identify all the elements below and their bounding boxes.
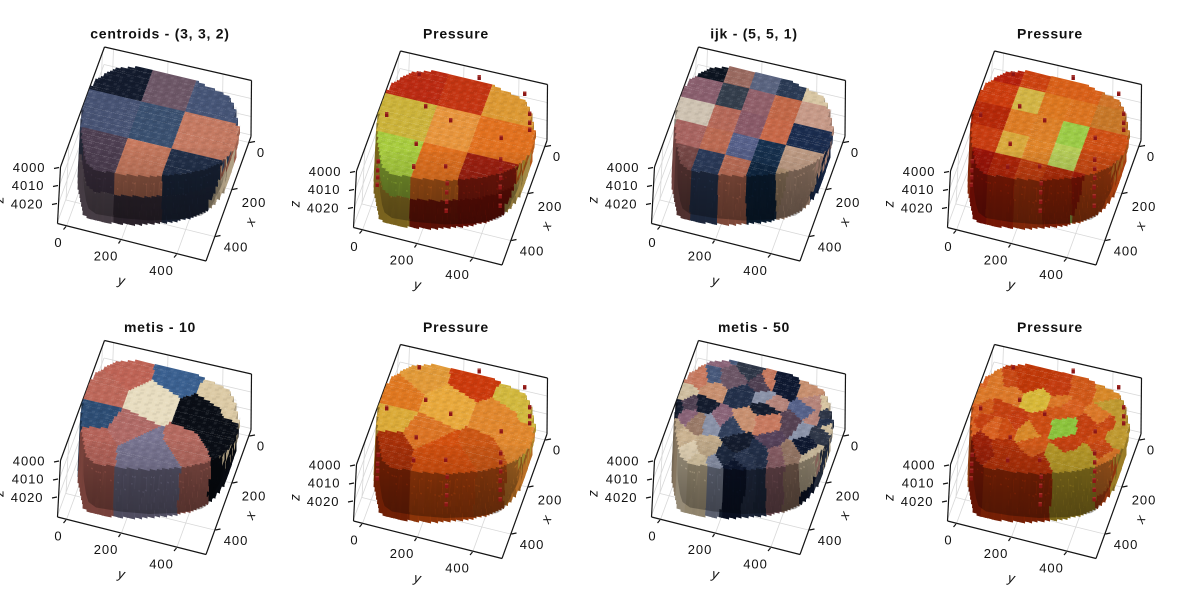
svg-text:0: 0 bbox=[54, 235, 62, 250]
svg-text:0: 0 bbox=[1147, 443, 1155, 458]
svg-text:4010: 4010 bbox=[606, 472, 639, 487]
svg-text:400: 400 bbox=[224, 533, 249, 548]
svg-text:4010: 4010 bbox=[12, 178, 45, 193]
svg-text:200: 200 bbox=[94, 249, 119, 264]
svg-text:400: 400 bbox=[149, 263, 174, 278]
svg-text:400: 400 bbox=[224, 240, 249, 255]
svg-text:400: 400 bbox=[445, 267, 470, 282]
svg-text:200: 200 bbox=[94, 542, 119, 557]
svg-text:y: y bbox=[710, 566, 721, 582]
svg-text:centroids - (3, 3, 2): centroids - (3, 3, 2) bbox=[90, 26, 229, 42]
svg-text:200: 200 bbox=[390, 253, 415, 268]
svg-text:0: 0 bbox=[944, 533, 952, 548]
svg-text:400: 400 bbox=[445, 561, 470, 576]
svg-text:Pressure: Pressure bbox=[423, 319, 489, 335]
svg-text:400: 400 bbox=[743, 557, 768, 572]
svg-text:4020: 4020 bbox=[307, 201, 340, 216]
svg-text:Pressure: Pressure bbox=[1017, 26, 1083, 42]
svg-text:400: 400 bbox=[743, 263, 768, 278]
svg-text:0: 0 bbox=[851, 145, 859, 160]
svg-text:400: 400 bbox=[1039, 267, 1064, 282]
svg-text:z: z bbox=[288, 493, 303, 502]
svg-text:4000: 4000 bbox=[903, 458, 936, 473]
svg-text:400: 400 bbox=[149, 557, 174, 572]
svg-text:400: 400 bbox=[818, 240, 843, 255]
svg-text:200: 200 bbox=[242, 489, 267, 504]
svg-text:4020: 4020 bbox=[307, 494, 340, 509]
svg-text:z: z bbox=[586, 196, 601, 205]
svg-text:y: y bbox=[1006, 276, 1017, 292]
svg-text:4000: 4000 bbox=[903, 164, 936, 179]
svg-text:4010: 4010 bbox=[308, 182, 341, 197]
svg-text:200: 200 bbox=[1132, 493, 1157, 508]
svg-text:ijk - (5, 5, 1): ijk - (5, 5, 1) bbox=[710, 26, 798, 42]
svg-text:4000: 4000 bbox=[607, 160, 640, 175]
svg-text:200: 200 bbox=[538, 493, 563, 508]
svg-text:z: z bbox=[882, 200, 897, 209]
svg-text:4020: 4020 bbox=[605, 197, 638, 212]
svg-text:4010: 4010 bbox=[902, 476, 935, 491]
svg-text:4020: 4020 bbox=[901, 201, 934, 216]
svg-text:0: 0 bbox=[257, 439, 265, 454]
svg-text:z: z bbox=[586, 489, 601, 498]
svg-text:4020: 4020 bbox=[11, 490, 44, 505]
svg-text:400: 400 bbox=[1114, 537, 1139, 552]
svg-text:z: z bbox=[288, 200, 303, 209]
svg-text:0: 0 bbox=[553, 443, 561, 458]
svg-text:4020: 4020 bbox=[605, 490, 638, 505]
svg-text:200: 200 bbox=[984, 546, 1009, 561]
svg-text:0: 0 bbox=[54, 529, 62, 544]
svg-text:200: 200 bbox=[984, 253, 1009, 268]
svg-text:y: y bbox=[116, 272, 127, 288]
svg-text:200: 200 bbox=[688, 249, 713, 264]
svg-text:Pressure: Pressure bbox=[1017, 319, 1083, 335]
svg-text:4000: 4000 bbox=[309, 164, 342, 179]
svg-text:0: 0 bbox=[553, 149, 561, 164]
svg-text:0: 0 bbox=[944, 239, 952, 254]
svg-text:4010: 4010 bbox=[902, 182, 935, 197]
svg-text:4000: 4000 bbox=[607, 454, 640, 469]
svg-text:0: 0 bbox=[648, 235, 656, 250]
svg-text:4010: 4010 bbox=[308, 476, 341, 491]
svg-text:0: 0 bbox=[257, 145, 265, 160]
svg-text:4000: 4000 bbox=[13, 454, 46, 469]
svg-text:z: z bbox=[882, 493, 897, 502]
svg-text:0: 0 bbox=[851, 439, 859, 454]
svg-text:z: z bbox=[0, 196, 7, 205]
svg-text:400: 400 bbox=[1039, 561, 1064, 576]
svg-text:y: y bbox=[710, 272, 721, 288]
svg-text:4000: 4000 bbox=[13, 160, 46, 175]
svg-text:0: 0 bbox=[350, 239, 358, 254]
svg-text:200: 200 bbox=[390, 546, 415, 561]
svg-text:Pressure: Pressure bbox=[423, 26, 489, 42]
svg-text:0: 0 bbox=[1147, 149, 1155, 164]
svg-text:y: y bbox=[412, 570, 423, 586]
svg-text:y: y bbox=[412, 276, 423, 292]
svg-text:0: 0 bbox=[350, 533, 358, 548]
svg-text:4010: 4010 bbox=[12, 472, 45, 487]
svg-text:200: 200 bbox=[538, 199, 563, 214]
svg-text:400: 400 bbox=[520, 537, 545, 552]
svg-text:400: 400 bbox=[1114, 244, 1139, 259]
svg-text:y: y bbox=[116, 566, 127, 582]
svg-text:4010: 4010 bbox=[606, 178, 639, 193]
svg-text:0: 0 bbox=[648, 529, 656, 544]
svg-text:metis - 10: metis - 10 bbox=[124, 319, 196, 335]
svg-text:200: 200 bbox=[688, 542, 713, 557]
svg-text:200: 200 bbox=[836, 489, 861, 504]
svg-text:y: y bbox=[1006, 570, 1017, 586]
svg-text:metis - 50: metis - 50 bbox=[718, 319, 790, 335]
svg-text:z: z bbox=[0, 489, 7, 498]
svg-text:4000: 4000 bbox=[309, 458, 342, 473]
svg-text:400: 400 bbox=[520, 244, 545, 259]
svg-text:200: 200 bbox=[1132, 199, 1157, 214]
svg-text:4020: 4020 bbox=[11, 197, 44, 212]
svg-text:400: 400 bbox=[818, 533, 843, 548]
svg-text:4020: 4020 bbox=[901, 494, 934, 509]
svg-text:200: 200 bbox=[242, 195, 267, 210]
svg-text:200: 200 bbox=[836, 195, 861, 210]
